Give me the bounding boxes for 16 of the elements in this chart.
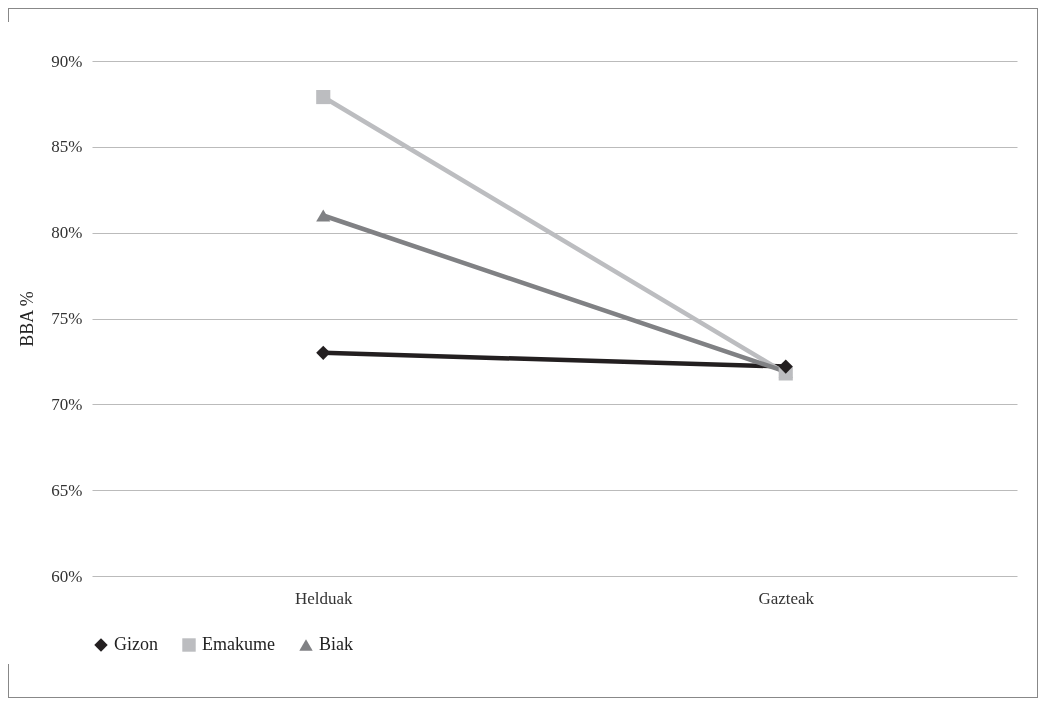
y-tick-label: 60% bbox=[51, 566, 83, 586]
y-tick-label: 70% bbox=[51, 394, 83, 414]
y-tick-label: 75% bbox=[51, 309, 83, 328]
legend-label: Emakume bbox=[202, 634, 275, 654]
legend-label: Gizon bbox=[114, 634, 158, 654]
point bbox=[316, 345, 331, 360]
legend-label: Biak bbox=[319, 634, 353, 654]
y-tick-label: 90% bbox=[51, 51, 83, 71]
point bbox=[778, 359, 793, 374]
y-tick-label: 80% bbox=[51, 223, 83, 243]
y-axis-title: BBA % bbox=[17, 291, 38, 347]
point bbox=[316, 89, 331, 105]
x-tick-label: Gazteak bbox=[758, 588, 815, 608]
y-tick-label: 65% bbox=[51, 480, 83, 500]
y-tick-label: 85% bbox=[51, 137, 83, 157]
x-tick-label: Helduak bbox=[294, 588, 354, 608]
